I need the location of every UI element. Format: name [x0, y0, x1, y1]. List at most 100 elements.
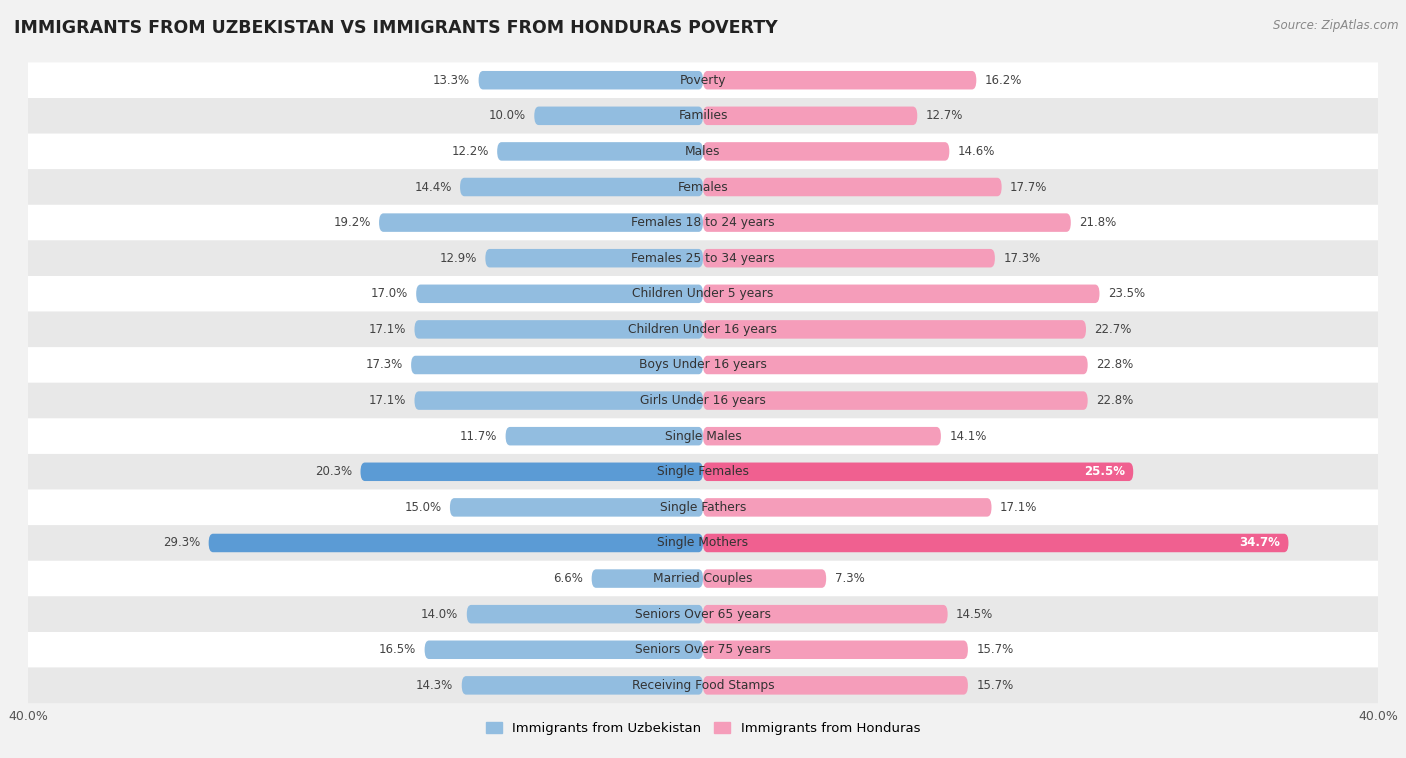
Text: Single Fathers: Single Fathers [659, 501, 747, 514]
FancyBboxPatch shape [20, 205, 1386, 240]
Text: 15.7%: 15.7% [976, 679, 1014, 692]
Text: IMMIGRANTS FROM UZBEKISTAN VS IMMIGRANTS FROM HONDURAS POVERTY: IMMIGRANTS FROM UZBEKISTAN VS IMMIGRANTS… [14, 19, 778, 37]
Text: 17.1%: 17.1% [1000, 501, 1038, 514]
FancyBboxPatch shape [20, 312, 1386, 347]
FancyBboxPatch shape [20, 525, 1386, 561]
Text: 17.3%: 17.3% [1004, 252, 1040, 265]
Text: Seniors Over 65 years: Seniors Over 65 years [636, 608, 770, 621]
FancyBboxPatch shape [20, 418, 1386, 454]
FancyBboxPatch shape [703, 391, 1088, 410]
FancyBboxPatch shape [703, 427, 941, 446]
Text: 15.7%: 15.7% [976, 644, 1014, 656]
Text: Single Females: Single Females [657, 465, 749, 478]
FancyBboxPatch shape [703, 569, 827, 587]
Text: Children Under 16 years: Children Under 16 years [628, 323, 778, 336]
FancyBboxPatch shape [592, 569, 703, 587]
Text: 17.1%: 17.1% [368, 394, 406, 407]
FancyBboxPatch shape [534, 107, 703, 125]
FancyBboxPatch shape [20, 632, 1386, 668]
FancyBboxPatch shape [416, 284, 703, 303]
Text: 34.7%: 34.7% [1239, 537, 1279, 550]
Text: Married Couples: Married Couples [654, 572, 752, 585]
FancyBboxPatch shape [20, 597, 1386, 632]
FancyBboxPatch shape [20, 454, 1386, 490]
Text: 12.2%: 12.2% [451, 145, 489, 158]
Text: 7.3%: 7.3% [835, 572, 865, 585]
Text: 13.3%: 13.3% [433, 74, 470, 86]
FancyBboxPatch shape [20, 383, 1386, 418]
FancyBboxPatch shape [703, 284, 1099, 303]
FancyBboxPatch shape [20, 490, 1386, 525]
Text: Males: Males [685, 145, 721, 158]
Text: Females 25 to 34 years: Females 25 to 34 years [631, 252, 775, 265]
Text: Females: Females [678, 180, 728, 193]
FancyBboxPatch shape [20, 240, 1386, 276]
Text: 21.8%: 21.8% [1080, 216, 1116, 229]
FancyBboxPatch shape [20, 62, 1386, 98]
FancyBboxPatch shape [703, 498, 991, 517]
Text: Receiving Food Stamps: Receiving Food Stamps [631, 679, 775, 692]
Text: 16.2%: 16.2% [984, 74, 1022, 86]
Text: 15.0%: 15.0% [405, 501, 441, 514]
Text: Boys Under 16 years: Boys Under 16 years [640, 359, 766, 371]
FancyBboxPatch shape [703, 320, 1085, 339]
FancyBboxPatch shape [450, 498, 703, 517]
FancyBboxPatch shape [20, 347, 1386, 383]
Text: 14.4%: 14.4% [415, 180, 451, 193]
FancyBboxPatch shape [20, 98, 1386, 133]
FancyBboxPatch shape [380, 213, 703, 232]
Text: 17.7%: 17.7% [1010, 180, 1047, 193]
Text: Females 18 to 24 years: Females 18 to 24 years [631, 216, 775, 229]
Text: 6.6%: 6.6% [554, 572, 583, 585]
Text: 16.5%: 16.5% [380, 644, 416, 656]
FancyBboxPatch shape [360, 462, 703, 481]
FancyBboxPatch shape [703, 178, 1001, 196]
FancyBboxPatch shape [208, 534, 703, 553]
FancyBboxPatch shape [20, 133, 1386, 169]
FancyBboxPatch shape [411, 356, 703, 374]
FancyBboxPatch shape [703, 107, 917, 125]
Text: 17.1%: 17.1% [368, 323, 406, 336]
FancyBboxPatch shape [703, 534, 1288, 553]
Text: Families: Families [678, 109, 728, 122]
FancyBboxPatch shape [703, 213, 1071, 232]
Text: Children Under 5 years: Children Under 5 years [633, 287, 773, 300]
Text: 14.0%: 14.0% [422, 608, 458, 621]
Text: 14.5%: 14.5% [956, 608, 993, 621]
Text: Poverty: Poverty [679, 74, 727, 86]
FancyBboxPatch shape [460, 178, 703, 196]
Text: 10.0%: 10.0% [489, 109, 526, 122]
Text: 17.0%: 17.0% [371, 287, 408, 300]
FancyBboxPatch shape [425, 641, 703, 659]
Text: 11.7%: 11.7% [460, 430, 498, 443]
FancyBboxPatch shape [703, 356, 1088, 374]
Legend: Immigrants from Uzbekistan, Immigrants from Honduras: Immigrants from Uzbekistan, Immigrants f… [481, 716, 925, 741]
Text: 12.7%: 12.7% [925, 109, 963, 122]
Text: 19.2%: 19.2% [333, 216, 371, 229]
Text: 17.3%: 17.3% [366, 359, 402, 371]
FancyBboxPatch shape [415, 391, 703, 410]
Text: Girls Under 16 years: Girls Under 16 years [640, 394, 766, 407]
FancyBboxPatch shape [703, 676, 967, 694]
FancyBboxPatch shape [703, 143, 949, 161]
FancyBboxPatch shape [20, 668, 1386, 703]
FancyBboxPatch shape [498, 143, 703, 161]
FancyBboxPatch shape [703, 462, 1133, 481]
Text: 22.8%: 22.8% [1097, 394, 1133, 407]
FancyBboxPatch shape [20, 169, 1386, 205]
Text: 14.6%: 14.6% [957, 145, 995, 158]
Text: 22.8%: 22.8% [1097, 359, 1133, 371]
Text: 20.3%: 20.3% [315, 465, 352, 478]
FancyBboxPatch shape [20, 561, 1386, 597]
Text: 14.3%: 14.3% [416, 679, 453, 692]
FancyBboxPatch shape [703, 605, 948, 623]
FancyBboxPatch shape [478, 71, 703, 89]
FancyBboxPatch shape [703, 641, 967, 659]
FancyBboxPatch shape [703, 249, 995, 268]
FancyBboxPatch shape [467, 605, 703, 623]
Text: 14.1%: 14.1% [949, 430, 987, 443]
FancyBboxPatch shape [485, 249, 703, 268]
Text: Single Mothers: Single Mothers [658, 537, 748, 550]
FancyBboxPatch shape [506, 427, 703, 446]
Text: 29.3%: 29.3% [163, 537, 200, 550]
